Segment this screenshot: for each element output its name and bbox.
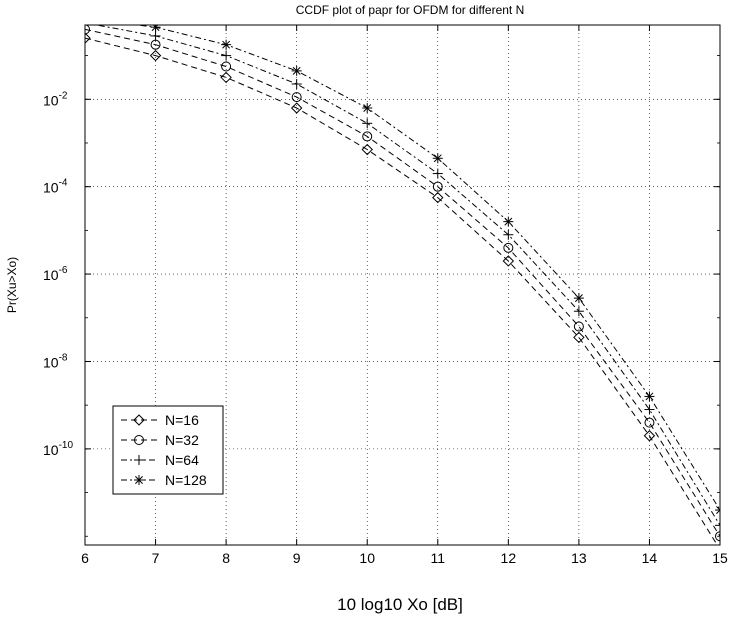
data-point bbox=[503, 242, 514, 253]
legend-item: N=32 bbox=[121, 432, 199, 448]
data-point bbox=[573, 331, 585, 344]
legend-label: N=32 bbox=[165, 432, 199, 448]
data-point bbox=[291, 92, 302, 103]
x-tick-label: 10 bbox=[359, 550, 375, 566]
series-line bbox=[94, 25, 720, 526]
data-point bbox=[85, 32, 91, 44]
data-point bbox=[432, 181, 443, 192]
x-tick-label: 13 bbox=[571, 550, 587, 566]
legend-label: N=64 bbox=[165, 452, 199, 468]
legend-box bbox=[112, 405, 224, 495]
x-axis-label: 10 log10 Xo [dB] bbox=[337, 595, 463, 614]
x-tick-label: 11 bbox=[431, 550, 446, 566]
x-tick-label: 6 bbox=[81, 550, 89, 566]
series-line bbox=[133, 25, 720, 511]
chart-title: CCDF plot of papr for OFDM for different… bbox=[296, 3, 525, 17]
legend-item: N=16 bbox=[121, 412, 199, 428]
series-N=128 bbox=[133, 25, 720, 516]
data-point bbox=[715, 531, 720, 542]
data-point bbox=[432, 191, 444, 204]
legend-marker bbox=[134, 455, 144, 465]
data-point bbox=[362, 118, 373, 129]
legend-item: N=128 bbox=[121, 472, 207, 488]
data-point bbox=[221, 39, 232, 50]
data-point bbox=[715, 505, 720, 516]
y-tick-label: 10-6 bbox=[43, 265, 68, 283]
data-point bbox=[432, 168, 443, 179]
data-point bbox=[221, 61, 232, 72]
y-axis-label: Pr(Xu>Xo) bbox=[5, 257, 19, 313]
data-point bbox=[503, 229, 514, 240]
data-point bbox=[149, 49, 162, 62]
x-tick-label: 12 bbox=[501, 550, 517, 566]
x-tick-label: 9 bbox=[293, 550, 301, 566]
legend-marker bbox=[134, 435, 144, 445]
data-point bbox=[220, 71, 232, 84]
series-N=64 bbox=[85, 25, 720, 531]
data-point bbox=[85, 25, 90, 35]
data-point bbox=[361, 143, 373, 156]
data-point bbox=[573, 306, 584, 317]
data-point bbox=[503, 216, 514, 227]
data-point bbox=[432, 153, 443, 164]
y-tick-label: 10-10 bbox=[43, 440, 73, 458]
data-point bbox=[644, 417, 655, 428]
legend-item: N=64 bbox=[121, 452, 199, 468]
grid-layer bbox=[85, 25, 720, 545]
series-layer bbox=[85, 25, 720, 545]
x-tick-label: 8 bbox=[222, 550, 230, 566]
series-line bbox=[85, 37, 718, 545]
legend-marker bbox=[134, 475, 144, 485]
legend-label: N=16 bbox=[165, 412, 199, 428]
data-point bbox=[715, 520, 720, 531]
ticks-layer: 6 7 8 9 10 11 12 13 14 15 10-2 10-4 10-6 10-8 10-10 bbox=[43, 25, 728, 566]
data-point bbox=[573, 293, 584, 304]
plot-frame bbox=[84, 24, 721, 546]
data-point bbox=[291, 78, 302, 89]
data-point bbox=[362, 103, 373, 114]
data-point bbox=[221, 50, 232, 61]
legend-label: N=128 bbox=[165, 472, 207, 488]
legend-marker bbox=[133, 414, 145, 426]
y-tick-label: 10-4 bbox=[43, 178, 68, 196]
data-point bbox=[644, 404, 655, 415]
x-tick-label: 7 bbox=[152, 550, 160, 566]
y-tick-label: 10-8 bbox=[43, 352, 68, 370]
data-point bbox=[644, 391, 655, 402]
data-point bbox=[502, 255, 515, 267]
legend: N=16 N=32 N=64 N=128 bbox=[112, 405, 224, 495]
data-point bbox=[643, 430, 656, 442]
y-tick-label: 10-2 bbox=[43, 90, 68, 108]
data-point bbox=[290, 102, 303, 114]
x-tick-label: 14 bbox=[642, 550, 658, 566]
data-point bbox=[150, 30, 161, 41]
series-N=16 bbox=[85, 32, 720, 545]
data-point bbox=[291, 65, 302, 76]
x-tick-label: 15 bbox=[712, 550, 728, 566]
data-point bbox=[573, 321, 584, 332]
data-point bbox=[362, 131, 373, 142]
